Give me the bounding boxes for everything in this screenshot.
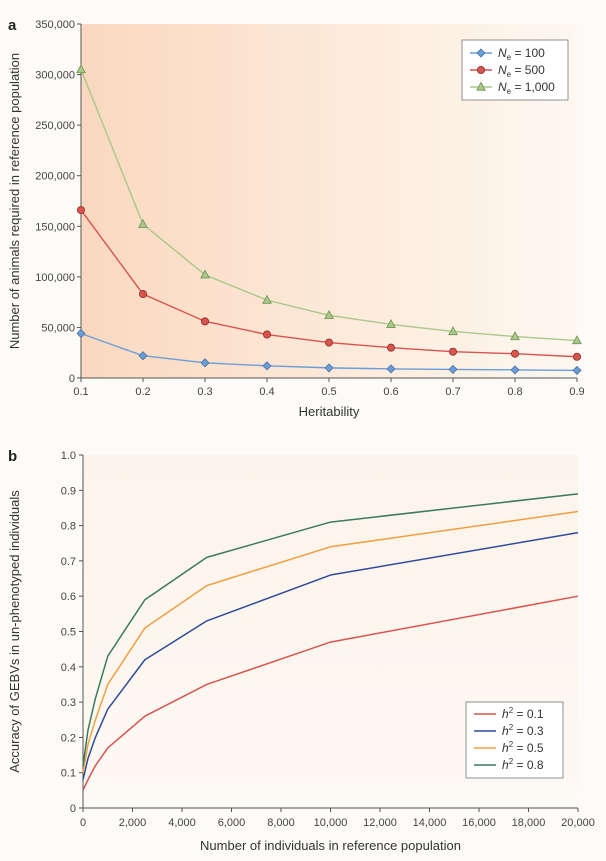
- data-point-a-0: [200, 358, 210, 368]
- panel-label-b: b: [8, 448, 17, 465]
- legend-label-a: Ne = 100: [498, 46, 545, 62]
- x-tick-label-b: 16,000: [462, 817, 496, 829]
- series-line-b-1: [82, 531, 579, 780]
- x-tick-label-b: 6,000: [218, 817, 246, 829]
- data-point-a-2: [200, 269, 210, 279]
- chart-b: b 0 0.1 0.2 0.3 0.4 0.5 0.6 0.7 0.8 0.9 1.0 0 2,000 4,…: [7, 448, 595, 853]
- y-tick-label-a: 350,000: [35, 19, 75, 31]
- y-tick-label-a: 50,000: [41, 322, 75, 334]
- data-point-a-2: [448, 326, 458, 336]
- legend-label-b: h2 = 0.1: [502, 706, 544, 721]
- x-tick-label-a: 0.6: [383, 386, 398, 398]
- legend-marker-a: [476, 66, 485, 75]
- data-point-a-0: [76, 328, 86, 339]
- data-point-a-1: [200, 317, 209, 326]
- y-tick-label-a: 100,000: [35, 272, 75, 284]
- x-tick-label-b: 2,000: [119, 817, 147, 829]
- y-tick-label-b: 0.2: [61, 732, 76, 744]
- data-point-a-1: [138, 290, 147, 299]
- x-tick-label-a: 0.7: [445, 386, 460, 398]
- y-tick-label-b: 0.6: [61, 591, 76, 603]
- legend-label-b: h2 = 0.5: [502, 740, 544, 755]
- x-tick-label-a: 0.4: [259, 386, 274, 398]
- legend-label-b: h2 = 0.3: [502, 723, 544, 738]
- data-point-a-2: [76, 64, 86, 74]
- data-point-a-2: [324, 309, 334, 319]
- x-tick-label-b: 4,000: [168, 817, 196, 829]
- x-tick-label-b: 0: [80, 817, 86, 829]
- y-tick-label-b: 1.0: [61, 450, 76, 462]
- data-point-a-0: [262, 361, 272, 371]
- y-tick-label-a: 300,000: [35, 70, 75, 82]
- x-tick-label-a: 0.5: [321, 386, 336, 398]
- y-axis-label-b: Accuracy of GEBVs in un-phenotyped indiv…: [7, 490, 22, 773]
- data-point-a-0: [324, 363, 334, 373]
- y-axis-label-a: Number of animals required in reference …: [7, 53, 22, 349]
- y-tick-label-b: 0.7: [61, 556, 76, 568]
- y-tick-label-b: 0.1: [61, 768, 76, 780]
- data-point-a-1: [386, 343, 395, 352]
- x-tick-label-b: 8,000: [267, 817, 295, 829]
- data-point-a-0: [510, 365, 520, 375]
- y-tick-label-a: 250,000: [35, 120, 75, 132]
- x-axis-label-b: Number of individuals in reference popul…: [200, 838, 461, 853]
- x-tick-label-b: 18,000: [512, 817, 546, 829]
- data-point-a-2: [572, 335, 582, 345]
- x-tick-label-a: 0.1: [73, 386, 88, 398]
- x-tick-label-a: 0.3: [197, 386, 212, 398]
- x-tick-label-a: 0.2: [135, 386, 150, 398]
- data-point-a-0: [572, 365, 582, 375]
- legend-marker-a: [476, 81, 486, 91]
- data-point-a-2: [386, 319, 396, 328]
- legend-label-a: Ne = 500: [498, 63, 545, 79]
- data-point-a-1: [448, 347, 457, 356]
- legend-label-b: h2 = 0.8: [502, 757, 544, 772]
- data-point-a-1: [324, 338, 333, 347]
- y-tick-label-b: 0.9: [61, 485, 76, 497]
- data-point-a-0: [138, 351, 148, 361]
- x-tick-label-b: 20,000: [561, 817, 595, 829]
- x-tick-label-a: 0.9: [569, 386, 584, 398]
- x-axis-label-a: Heritability: [299, 404, 360, 419]
- series-line-b-3: [82, 493, 579, 766]
- y-tick-label-a: 200,000: [35, 171, 75, 183]
- x-tick-label-a: 0.8: [507, 386, 522, 398]
- y-tick-label-b: 0.4: [61, 662, 76, 674]
- y-tick-label-a: 0: [69, 373, 75, 385]
- data-point-a-2: [510, 331, 520, 341]
- data-point-a-2: [138, 218, 148, 228]
- legend-marker-a: [476, 48, 486, 58]
- x-tick-label-b: 14,000: [413, 817, 447, 829]
- chart-a: a 0 50,000 100,000 150,000 200,000 250,000 300,…: [7, 17, 585, 419]
- data-point-a-1: [262, 330, 271, 339]
- y-tick-label-b: 0.5: [61, 627, 76, 639]
- x-tick-label-b: 10,000: [314, 817, 348, 829]
- y-tick-label-b: 0.3: [61, 697, 76, 709]
- series-line-b-2: [82, 510, 579, 773]
- data-point-a-1: [510, 349, 519, 358]
- data-point-a-2: [262, 294, 272, 304]
- data-point-a-1: [573, 352, 582, 361]
- data-point-a-1: [77, 206, 86, 215]
- legend-label-a: Ne = 1,000: [498, 80, 555, 96]
- data-point-a-0: [386, 364, 396, 374]
- y-tick-label-b: 0.8: [61, 521, 76, 533]
- data-point-a-0: [448, 364, 458, 374]
- y-tick-label-a: 150,000: [35, 221, 75, 233]
- x-tick-label-b: 12,000: [363, 817, 397, 829]
- series-line-b-0: [82, 595, 579, 791]
- panel-label-a: a: [8, 17, 17, 34]
- y-tick-label-b: 0: [70, 803, 76, 815]
